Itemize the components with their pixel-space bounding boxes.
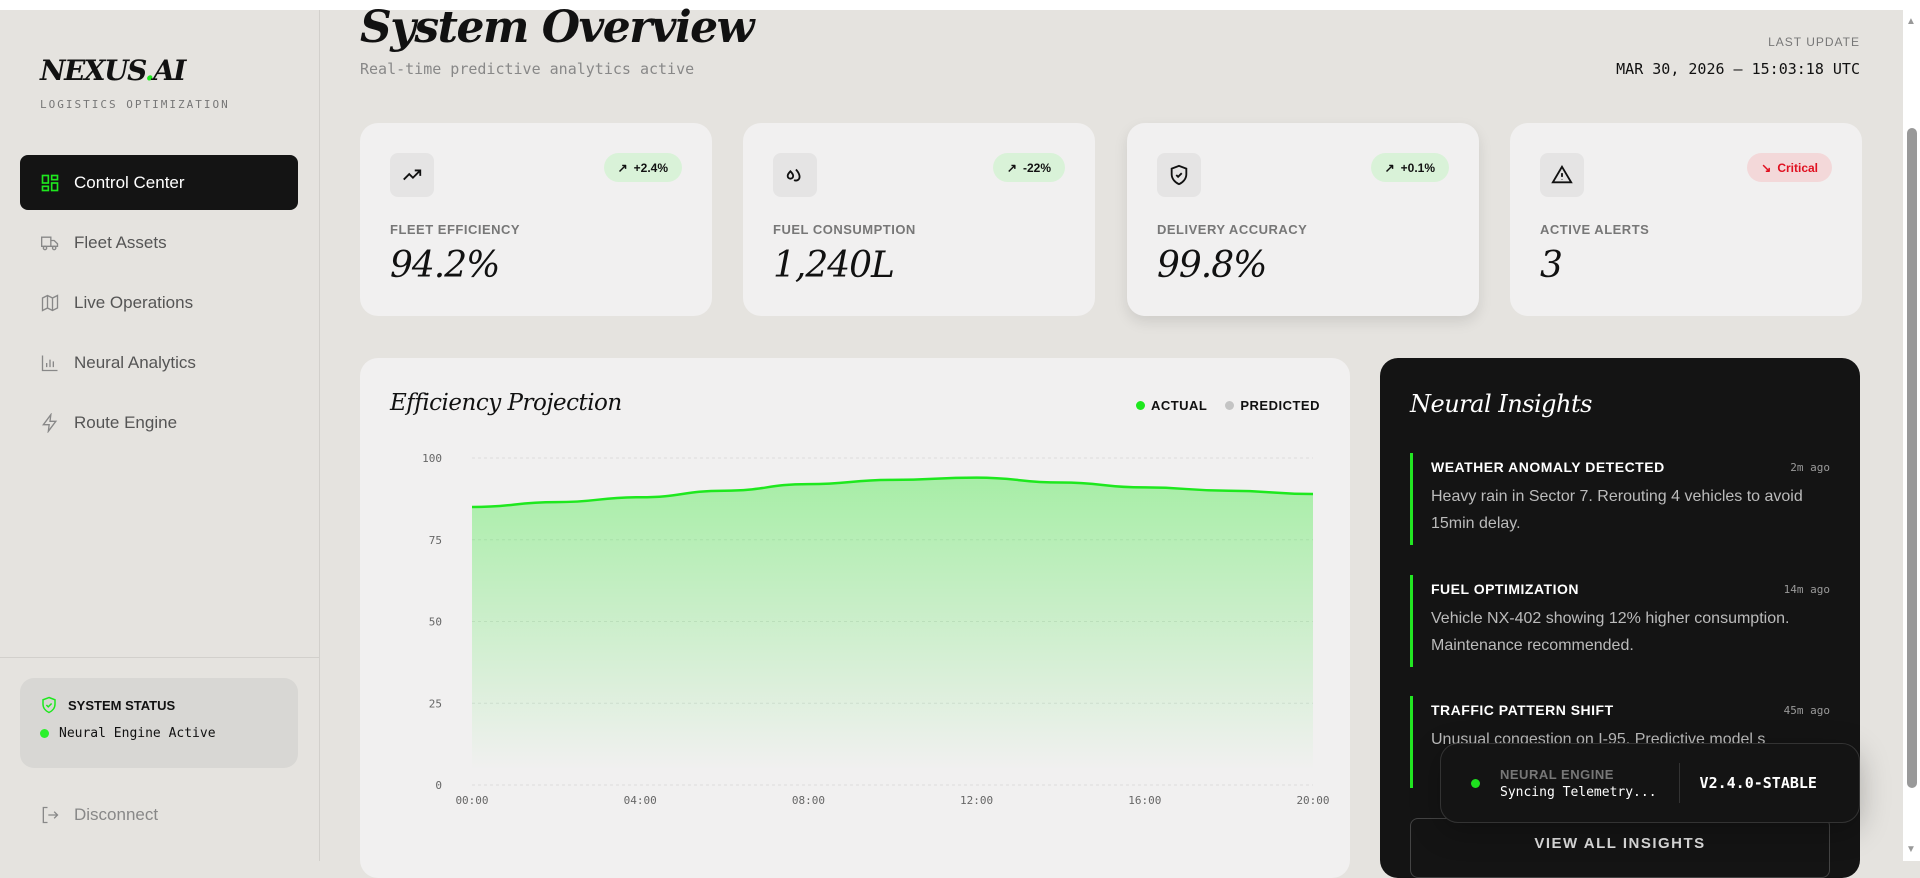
stat-card-fleet-efficiency: ↗ +2.4% FLEET EFFICIENCY 94.2% <box>360 123 712 316</box>
y-tick-label: 100 <box>422 452 442 465</box>
stat-value: 99.8% <box>1157 245 1267 286</box>
sidebar-nav: Control Center Fleet Assets Live Operati… <box>20 155 298 455</box>
grid-icon <box>41 174 59 191</box>
y-tick-label: 0 <box>435 779 442 792</box>
stat-value: 3 <box>1540 245 1563 286</box>
page-subtitle: Real-time predictive analytics active <box>360 60 695 78</box>
logo-subtitle: LOGISTICS OPTIMIZATION <box>40 98 230 111</box>
chart-title: Efficiency Projection <box>390 390 622 416</box>
page-scrollbar[interactable]: ▲ ▼ <box>1903 10 1920 861</box>
x-tick-label: 08:00 <box>792 794 825 807</box>
stat-label: ACTIVE ALERTS <box>1540 222 1650 237</box>
neural-engine-toast: NEURAL ENGINE Syncing Telemetry... V2.4.0… <box>1440 743 1860 823</box>
scrollbar-thumb[interactable] <box>1907 128 1917 788</box>
truck-icon <box>41 236 59 250</box>
toast-divider <box>1678 763 1680 803</box>
shield-check-icon <box>1170 164 1188 186</box>
x-tick-label: 20:00 <box>1296 794 1329 807</box>
view-all-insights-button[interactable]: VIEW ALL INSIGHTS <box>1410 818 1830 878</box>
droplets-icon <box>786 168 801 182</box>
y-tick-label: 25 <box>429 697 442 710</box>
disconnect-button[interactable]: Disconnect <box>40 805 158 825</box>
stat-card-delivery-accuracy: ↗ +0.1% DELIVERY ACCURACY 99.8% <box>1127 123 1479 316</box>
insight-title: TRAFFIC PATTERN SHIFT <box>1431 702 1614 718</box>
efficiency-chart: 0 25 50 75 100 00:00 04:00 08:00 12:00 16:00 20:00 <box>422 452 1329 807</box>
sidebar: NEXUS.AI LOGISTICS OPTIMIZATION Control … <box>0 10 320 861</box>
logout-icon <box>42 806 59 824</box>
insight-body: Vehicle NX-402 showing 12% higher consum… <box>1431 610 1790 654</box>
sidebar-item-fleet-assets[interactable]: Fleet Assets <box>20 215 298 270</box>
disconnect-label: Disconnect <box>74 805 159 824</box>
page-title: System Overview <box>360 2 755 53</box>
insight-title: WEATHER ANOMALY DETECTED <box>1431 459 1665 475</box>
x-tick-label: 12:00 <box>960 794 993 807</box>
change-badge: ↗ +0.1% <box>1370 153 1449 182</box>
stat-value: 94.2% <box>390 245 500 286</box>
insight-time: 14m ago <box>1783 582 1830 596</box>
actual-area <box>472 477 1313 770</box>
system-status-title: SYSTEM STATUS <box>68 697 176 713</box>
legend-actual: ACTUAL <box>1135 398 1207 413</box>
bar-chart-icon <box>41 355 58 371</box>
stat-label: FLEET EFFICIENCY <box>390 222 521 237</box>
shield-check-icon <box>42 696 56 714</box>
insight-item[interactable]: FUEL OPTIMIZATION 14m ago Vehicle NX-402 … <box>1410 575 1830 667</box>
stat-label: DELIVERY ACCURACY <box>1157 222 1308 237</box>
y-tick-label: 75 <box>429 534 442 547</box>
status-dot <box>40 729 49 738</box>
change-badge: ↗ +2.4% <box>603 153 682 182</box>
stat-card-active-alerts: ↘ Critical ACTIVE ALERTS 3 <box>1510 123 1862 316</box>
scroll-down-arrow-icon[interactable]: ▼ <box>1906 844 1916 855</box>
sidebar-divider <box>0 657 320 658</box>
critical-badge: ↘ Critical <box>1747 153 1832 182</box>
insight-title: FUEL OPTIMIZATION <box>1431 581 1579 597</box>
stat-label: FUEL CONSUMPTION <box>773 222 916 237</box>
insight-item[interactable]: WEATHER ANOMALY DETECTED 2m ago Heavy rai… <box>1410 453 1830 545</box>
chart-legend: ACTUAL PREDICTED <box>1135 398 1320 413</box>
efficiency-chart-card: 0 25 50 75 100 00:00 04:00 08:00 12:00 16:00 20:00… <box>360 358 1350 878</box>
y-tick-label: 50 <box>429 616 442 629</box>
map-icon <box>41 293 59 312</box>
scroll-up-arrow-icon[interactable]: ▲ <box>1906 16 1916 27</box>
sidebar-item-control-center[interactable]: Control Center <box>20 155 298 210</box>
sidebar-item-label: Neural Analytics <box>74 352 196 372</box>
stat-card-fuel-consumption: ↗ -22% FUEL CONSUMPTION 1,240L <box>743 123 1095 316</box>
sidebar-item-label: Fleet Assets <box>74 232 167 252</box>
toast-label: NEURAL ENGINE <box>1500 766 1614 782</box>
browser-top-strip <box>0 0 1920 10</box>
change-badge: ↗ -22% <box>992 153 1065 182</box>
stat-value: 1,240L <box>773 245 895 286</box>
insights-title: Neural Insights <box>1410 390 1592 418</box>
lightning-icon <box>42 412 58 433</box>
sidebar-item-live-operations[interactable]: Live Operations <box>20 275 298 330</box>
sidebar-item-neural-analytics[interactable]: Neural Analytics <box>20 335 298 390</box>
legend-predicted: PREDICTED <box>1225 398 1320 413</box>
logo: NEXUS.AI <box>40 54 186 87</box>
insight-time: 45m ago <box>1783 703 1830 717</box>
system-status-text: Neural Engine Active <box>59 726 216 741</box>
insight-time: 2m ago <box>1790 460 1830 474</box>
version-label: V2.4.0-STABLE <box>1699 774 1817 792</box>
x-tick-label: 00:00 <box>455 794 488 807</box>
sidebar-item-route-engine[interactable]: Route Engine <box>20 395 298 450</box>
insight-body: Heavy rain in Sector 7. Rerouting 4 vehi… <box>1431 488 1803 532</box>
alert-triangle-icon <box>1551 164 1573 184</box>
actual-line <box>471 476 1314 509</box>
sidebar-item-label: Control Center <box>74 172 185 192</box>
trending-up-icon <box>403 169 422 181</box>
x-tick-label: 16:00 <box>1128 794 1161 807</box>
sidebar-item-label: Route Engine <box>74 412 178 432</box>
x-tick-label: 04:00 <box>624 794 657 807</box>
toast-status: Syncing Telemetry... <box>1500 784 1657 800</box>
last-update-value: MAR 30, 2026 — 15:03:18 UTC <box>1616 60 1860 78</box>
sidebar-item-label: Live Operations <box>74 292 194 312</box>
status-dot <box>1471 778 1480 788</box>
system-status-panel: SYSTEM STATUS Neural Engine Active <box>20 678 298 768</box>
last-update-label: LAST UPDATE <box>1768 35 1860 49</box>
